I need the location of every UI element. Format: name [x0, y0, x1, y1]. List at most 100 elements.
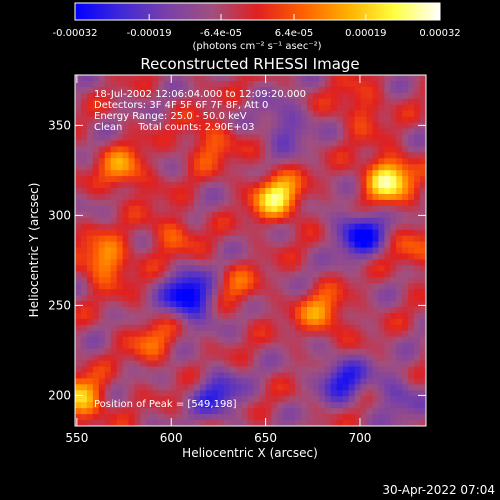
- heatmap-cell: [360, 122, 367, 129]
- heatmap-cell: [384, 241, 391, 248]
- heatmap-cell: [170, 384, 177, 391]
- heatmap-cell: [217, 277, 225, 284]
- heatmap-cell: [336, 152, 344, 159]
- heatmap-cell: [295, 378, 302, 385]
- heatmap-cell: [289, 265, 296, 272]
- colorbar-tick-label: -0.00019: [127, 28, 172, 39]
- heatmap-cell: [372, 366, 379, 373]
- heatmap-cell: [360, 98, 367, 106]
- heatmap-cell: [372, 390, 379, 397]
- heatmap-cell: [414, 372, 421, 379]
- heatmap-cell: [205, 122, 213, 129]
- heatmap-cell: [211, 420, 219, 427]
- heatmap-cell: [199, 402, 207, 409]
- heatmap-cell: [164, 164, 171, 171]
- heatmap-cell: [104, 372, 112, 379]
- heatmap-cell: [402, 223, 409, 231]
- heatmap-cell: [92, 158, 100, 165]
- heatmap-cell: [182, 104, 189, 112]
- heatmap-cell: [223, 104, 231, 112]
- heatmap-cell: [182, 164, 189, 171]
- heatmap-cell: [408, 336, 415, 344]
- heatmap-cell: [354, 324, 361, 332]
- heatmap-cell: [217, 366, 225, 373]
- heatmap-cell: [193, 259, 201, 266]
- heatmap-cell: [247, 146, 254, 153]
- heatmap-cell: [92, 229, 100, 237]
- heatmap-cell: [253, 247, 260, 254]
- heatmap-cell: [104, 128, 112, 135]
- heatmap-cell: [110, 98, 118, 106]
- heatmap-cell: [92, 259, 100, 266]
- heatmap-cell: [235, 396, 242, 403]
- heatmap-cell: [164, 140, 171, 147]
- heatmap-cell: [342, 408, 350, 415]
- heatmap-cell: [75, 342, 82, 350]
- heatmap-cell: [211, 104, 219, 112]
- heatmap-cell: [295, 128, 302, 135]
- heatmap-cell: [193, 348, 201, 356]
- heatmap-cell: [378, 182, 385, 189]
- heatmap-cell: [176, 247, 183, 254]
- heatmap-cell: [80, 140, 88, 147]
- heatmap-cell: [211, 354, 219, 361]
- heatmap-cell: [92, 324, 100, 332]
- heatmap-cell: [128, 414, 135, 421]
- heatmap-cell: [92, 104, 100, 112]
- heatmap-cell: [104, 384, 112, 391]
- heatmap-cell: [330, 372, 338, 379]
- heatmap-cell: [146, 259, 153, 266]
- heatmap-cell: [378, 116, 385, 123]
- heatmap-cell: [324, 92, 332, 100]
- heatmap-cell: [140, 86, 147, 94]
- heatmap-cell: [86, 396, 94, 403]
- heatmap-cell: [176, 241, 183, 248]
- heatmap-cell: [384, 75, 391, 82]
- heatmap-cell: [271, 384, 278, 391]
- heatmap-cell: [283, 134, 290, 141]
- heatmap-cell: [324, 229, 332, 237]
- heatmap-cell: [253, 110, 260, 118]
- heatmap-cell: [253, 152, 260, 159]
- heatmap-cell: [396, 229, 403, 237]
- heatmap-cell: [229, 116, 237, 123]
- heatmap-cell: [134, 140, 141, 147]
- heatmap-cell: [253, 140, 260, 147]
- heatmap-cell: [217, 86, 225, 94]
- heatmap-cell: [152, 247, 159, 254]
- heatmap-cell: [86, 211, 94, 219]
- heatmap-cell: [193, 170, 201, 177]
- heatmap-cell: [414, 342, 421, 350]
- heatmap-cell: [104, 122, 112, 129]
- heatmap-cell: [336, 318, 344, 326]
- heatmap-cell: [199, 307, 207, 314]
- heatmap-cell: [247, 307, 254, 314]
- heatmap-cell: [223, 336, 231, 344]
- heatmap-cell: [312, 182, 320, 189]
- heatmap-cell: [324, 241, 332, 248]
- heatmap-cell: [312, 75, 320, 82]
- heatmap-cell: [158, 283, 165, 290]
- heatmap-cell: [75, 289, 82, 296]
- heatmap-cell: [164, 134, 171, 141]
- heatmap-cell: [301, 330, 308, 338]
- heatmap-cell: [176, 318, 183, 326]
- heatmap-cell: [176, 229, 183, 237]
- heatmap-cell: [241, 301, 248, 308]
- heatmap-cell: [229, 176, 237, 183]
- heatmap-cell: [366, 390, 373, 397]
- heatmap-cell: [164, 265, 171, 272]
- heatmap-cell: [253, 205, 260, 213]
- heatmap-cell: [176, 384, 183, 391]
- heatmap-cell: [402, 205, 409, 213]
- heatmap-cell: [164, 205, 171, 213]
- heatmap-cell: [372, 396, 379, 403]
- heatmap-cell: [128, 390, 135, 397]
- heatmap-cell: [116, 158, 123, 165]
- heatmap-cell: [98, 80, 106, 88]
- heatmap-cell: [182, 318, 189, 326]
- heatmap-cell: [414, 110, 421, 118]
- heatmap-cell: [342, 402, 350, 409]
- heatmap-cell: [336, 211, 344, 219]
- heatmap-cell: [104, 80, 112, 88]
